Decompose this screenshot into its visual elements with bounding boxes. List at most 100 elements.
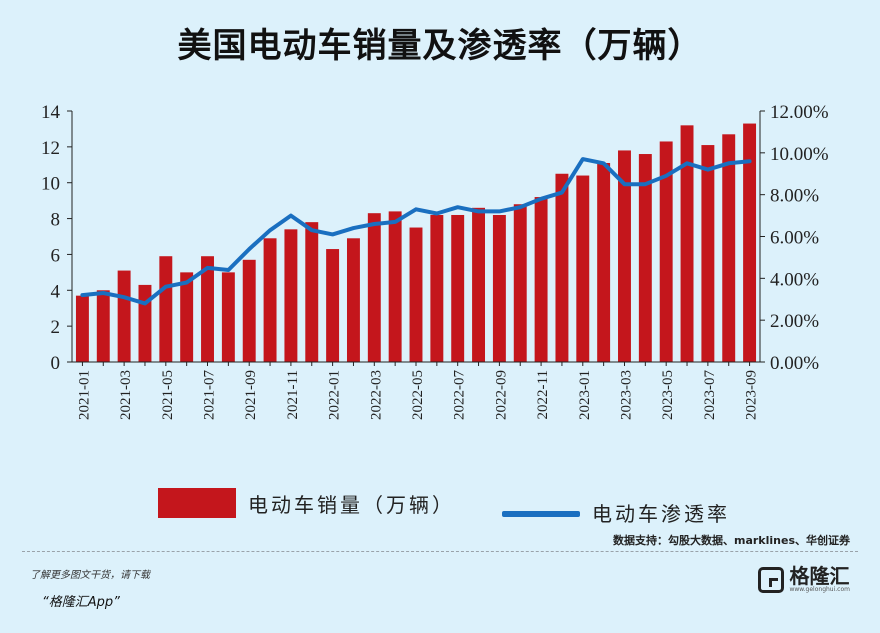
bar-sales-2021-02 xyxy=(96,290,110,362)
point-penetration-2023-04 xyxy=(643,182,647,186)
x-tick-label: 2021-05 xyxy=(160,370,176,420)
legend-line-swatch xyxy=(502,510,580,517)
bar-sales-2023-07 xyxy=(701,145,715,362)
point-penetration-2023-09 xyxy=(748,159,752,163)
bar-sales-2022-09 xyxy=(492,214,506,362)
bar-sales-2021-03 xyxy=(117,270,131,362)
bar-sales-2022-02 xyxy=(346,238,360,362)
point-penetration-2021-07 xyxy=(206,266,210,270)
bar-sales-2022-04 xyxy=(388,211,402,362)
x-tick-label: 2022-01 xyxy=(327,370,343,420)
legend-item-penetration: 电动车渗透率 xyxy=(502,500,730,527)
point-penetration-2021-08 xyxy=(226,268,230,272)
x-tick-label: 2023-07 xyxy=(702,370,718,420)
bar-sales-2023-01 xyxy=(576,175,590,362)
bar-sales-2023-08 xyxy=(722,134,736,362)
point-penetration-2022-02 xyxy=(351,226,355,230)
bar-sales-2023-03 xyxy=(618,150,631,362)
point-penetration-2022-06 xyxy=(435,211,439,215)
bar-sales-2021-06 xyxy=(180,272,194,362)
bar-sales-2022-11 xyxy=(534,197,548,362)
bar-sales-2021-12 xyxy=(305,222,319,362)
point-penetration-2022-04 xyxy=(393,220,397,224)
x-tick-label: 2021-03 xyxy=(118,370,134,420)
point-penetration-2022-08 xyxy=(477,209,481,213)
point-penetration-2023-05 xyxy=(664,174,668,178)
point-penetration-2023-07 xyxy=(706,168,710,172)
x-tick-label: 2022-05 xyxy=(410,370,426,420)
bar-sales-2022-12 xyxy=(555,173,569,362)
y-left-tick-label: 8 xyxy=(51,210,61,231)
bar-sales-2023-09 xyxy=(743,123,757,362)
promo: 了解更多图文干货，请下载 “格隆汇App” xyxy=(30,566,150,610)
bar-sales-2022-08 xyxy=(472,207,486,362)
bar-sales-2021-01 xyxy=(75,295,89,362)
y-right-tick-label: 6.00% xyxy=(770,228,819,249)
y-left-tick-label: 2 xyxy=(51,317,61,338)
point-penetration-2022-05 xyxy=(414,207,418,211)
y-right-tick-label: 2.00% xyxy=(770,311,819,332)
point-penetration-2022-09 xyxy=(497,209,501,213)
point-penetration-2021-01 xyxy=(80,293,84,297)
y-right-tick-label: 4.00% xyxy=(770,269,819,290)
y-left-tick-label: 6 xyxy=(51,245,61,266)
y-right-tick-label: 0.00% xyxy=(770,353,819,374)
bar-sales-2022-06 xyxy=(430,214,444,362)
bar-sales-2023-05 xyxy=(659,141,673,362)
bar-sales-2022-01 xyxy=(326,249,340,362)
x-tick-label: 2022-09 xyxy=(493,370,509,420)
bar-sales-2021-09 xyxy=(242,259,256,362)
y-left-tick-label: 10 xyxy=(41,174,60,195)
point-penetration-2023-02 xyxy=(602,161,606,165)
x-tick-label: 2021-01 xyxy=(76,370,92,420)
x-tick-label: 2021-09 xyxy=(243,370,259,420)
bar-sales-2021-04 xyxy=(138,284,152,362)
point-penetration-2023-01 xyxy=(581,157,585,161)
bar-sales-2021-05 xyxy=(159,256,173,362)
bar-sales-2022-07 xyxy=(451,214,465,362)
bar-sales-2023-06 xyxy=(680,125,694,362)
point-penetration-2021-12 xyxy=(310,228,314,232)
x-tick-label: 2022-11 xyxy=(535,370,551,419)
legend: 电动车销量（万辆） 电动车渗透率 xyxy=(0,488,880,527)
chart: 0 2 4 6 8 10 12 14 0.00% 2.00% 4.00% 6.00% 8.00% 10.0… xyxy=(41,102,829,420)
bar-sales-2023-04 xyxy=(638,154,652,362)
point-penetration-2021-10 xyxy=(268,228,272,232)
y-left-tick-label: 12 xyxy=(41,138,60,159)
brand-url: www.gelonghui.com xyxy=(789,586,850,593)
y-right-tick-label: 8.00% xyxy=(770,186,819,207)
x-tick-label: 2023-01 xyxy=(577,370,593,420)
x-tick-label: 2022-07 xyxy=(452,370,468,420)
brand: 格隆汇 www.gelonghui.com xyxy=(758,566,850,593)
x-tick-label: 2023-09 xyxy=(744,370,760,420)
legend-label-sales: 电动车销量（万辆） xyxy=(248,492,455,517)
y-left-tick-label: 14 xyxy=(41,102,61,123)
point-penetration-2021-06 xyxy=(185,281,189,285)
point-penetration-2023-03 xyxy=(622,182,626,186)
y-left-tick-label: 0 xyxy=(51,353,61,374)
legend-item-sales: 电动车销量（万辆） xyxy=(158,488,455,518)
bar-sales-2021-10 xyxy=(263,238,277,362)
legend-label-penetration: 电动车渗透率 xyxy=(592,502,730,526)
point-penetration-2021-09 xyxy=(247,247,251,251)
bar-sales-2021-08 xyxy=(221,272,235,362)
point-penetration-2021-11 xyxy=(289,214,293,218)
x-tick-label: 2022-03 xyxy=(368,370,384,420)
point-penetration-2022-07 xyxy=(456,205,460,209)
point-penetration-2022-01 xyxy=(331,232,335,236)
x-tick-label: 2021-11 xyxy=(285,370,301,419)
bar-sales-2022-10 xyxy=(513,204,527,362)
y-right-tick-label: 10.00% xyxy=(770,144,829,165)
point-penetration-2022-10 xyxy=(518,205,522,209)
source-note: 数据支持：勾股大数据、marklines、华创证券 xyxy=(612,534,850,547)
divider xyxy=(22,551,858,552)
brand-name: 格隆汇 xyxy=(789,564,850,588)
point-penetration-2021-05 xyxy=(164,285,168,289)
legend-bar-swatch xyxy=(158,488,236,518)
point-penetration-2023-08 xyxy=(727,161,731,165)
point-penetration-2022-11 xyxy=(539,197,543,201)
y-right-tick-label: 12.00% xyxy=(770,102,829,123)
bar-sales-2022-05 xyxy=(409,227,423,362)
point-penetration-2022-12 xyxy=(560,191,564,195)
x-tick-label: 2021-07 xyxy=(202,370,218,420)
